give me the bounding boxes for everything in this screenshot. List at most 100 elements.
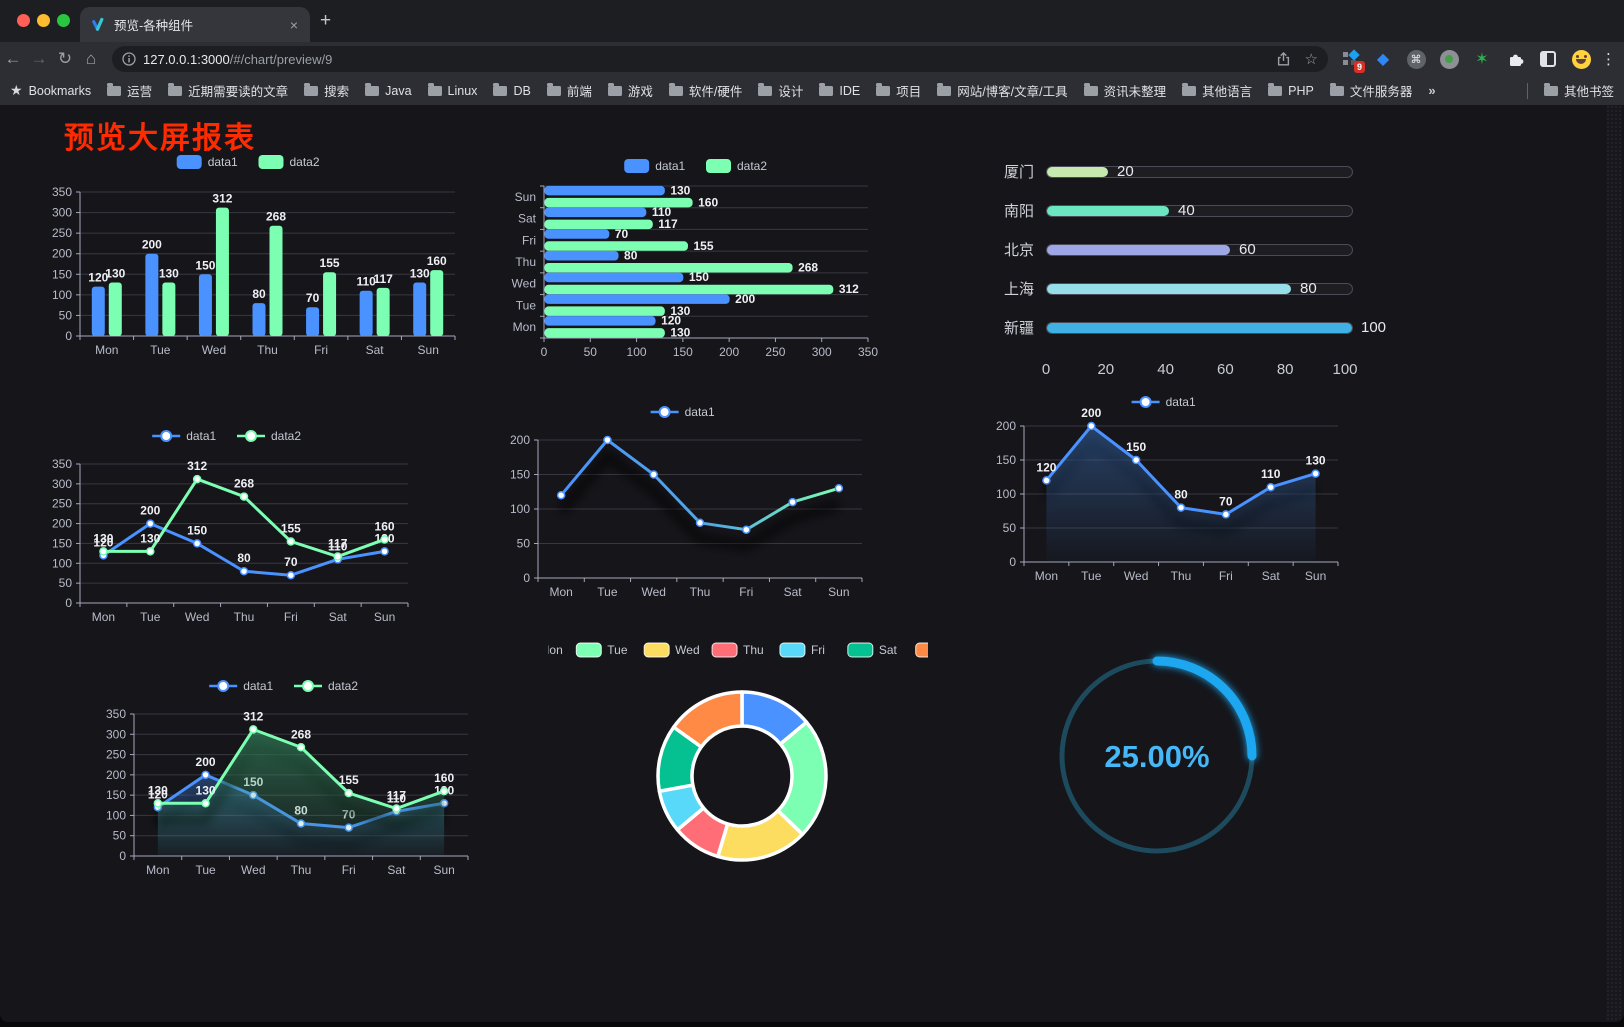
traffic-light-zoom[interactable]	[57, 14, 70, 27]
bookmark-folder[interactable]: 项目	[876, 81, 921, 100]
bookmark-star-icon[interactable]: ☆	[1304, 51, 1318, 68]
legend-item-data1[interactable]: data1	[176, 155, 238, 169]
share-icon[interactable]	[1276, 51, 1291, 67]
svg-text:200: 200	[106, 768, 126, 782]
svg-text:160: 160	[434, 771, 454, 785]
svg-text:200: 200	[52, 517, 72, 531]
legend-item-Sat[interactable]: Sat	[847, 642, 898, 658]
bookmarks-overflow-chevron[interactable]: »	[1428, 83, 1436, 98]
legend-item-data1[interactable]: data1	[650, 405, 715, 419]
other-bookmarks[interactable]: 其他书签	[1543, 81, 1614, 100]
svg-text:200: 200	[510, 433, 530, 447]
svg-text:data1: data1	[186, 429, 216, 443]
new-tab-button[interactable]: +	[320, 10, 332, 31]
chart-canvas[interactable]: 25.00%	[1038, 634, 1276, 878]
back-icon[interactable]: ←	[4, 49, 22, 68]
chart-canvas[interactable]: 0 50 100 150 200 250 300 350 Mon Tue Wed Thu Fri Sat S…	[38, 146, 463, 366]
legend-item-Sun[interactable]: Sun	[915, 642, 968, 658]
svg-text:50: 50	[517, 537, 531, 551]
browser-tab-strip: 预览-各种组件 × +	[0, 0, 1624, 42]
progress-value: 60	[1239, 240, 1256, 258]
svg-text:160: 160	[375, 519, 395, 533]
folder-icon	[546, 83, 561, 96]
bookmark-bookmarks[interactable]: ★ Bookmarks	[10, 82, 92, 98]
extension-grid-diamond-icon[interactable]: 9	[1340, 49, 1365, 73]
legend-item-Wed[interactable]: Wed	[643, 642, 700, 658]
bookmark-folder[interactable]: DB	[493, 81, 531, 100]
bookmark-folder[interactable]: 网站/博客/文章/工具	[937, 81, 1068, 100]
traffic-light-minimize[interactable]	[37, 14, 50, 27]
progress-label: 新疆	[1003, 320, 1034, 337]
split-screen-icon[interactable]	[1538, 49, 1558, 69]
svg-text:268: 268	[291, 727, 311, 741]
address-bar[interactable]: 127.0.0.1:3000/#/chart/preview/9 ☆	[112, 46, 1328, 72]
svg-text:Wed: Wed	[512, 277, 536, 291]
extension-command-icon[interactable]: ⌘	[1406, 49, 1426, 69]
svg-text:Wed: Wed	[1124, 569, 1148, 583]
chart-canvas[interactable]: 0 50 100 150 200 250 300 350 Mon Tue Wed Thu Fri Sat S…	[92, 670, 480, 888]
bookmark-folder[interactable]: 资讯未整理	[1083, 81, 1166, 100]
bookmark-folder[interactable]: PHP	[1268, 81, 1314, 100]
bookmark-folder[interactable]: 文件服务器	[1329, 81, 1412, 100]
bookmark-folder[interactable]: 前端	[546, 81, 592, 100]
bookmark-folder[interactable]: IDE	[819, 81, 860, 100]
bookmark-folder[interactable]: Java	[365, 81, 412, 100]
chart-canvas[interactable]: 0 50 100 150 200 250 300 350 Mon Tue Wed Thu Fri Sat S…	[38, 420, 420, 635]
extensions-puzzle-icon[interactable]	[1505, 49, 1525, 69]
bookmark-folder[interactable]: 搜索	[304, 81, 349, 100]
gradient-line-chart: 0 50 100 150 200 Mon Tue Wed Thu Fri Sat Sun data1	[496, 396, 874, 610]
chart-canvas[interactable]: 0 50 100 150 200 Mon Tue Wed Thu Fri Sat Sun data1	[496, 396, 874, 610]
extension-green-star-icon[interactable]: ✶	[1475, 51, 1489, 68]
svg-text:Tue: Tue	[150, 343, 171, 357]
legend-item-data2[interactable]: data2	[706, 159, 767, 173]
home-icon[interactable]: ⌂	[85, 49, 97, 68]
svg-text:Tue: Tue	[195, 863, 216, 877]
progress-row-厦门: 厦门 20	[988, 152, 1353, 191]
bookmark-folder[interactable]: 近期需要读的文章	[168, 81, 288, 100]
svg-text:250: 250	[52, 497, 72, 511]
forward-icon[interactable]: →	[30, 49, 48, 68]
legend-item-data2[interactable]: data2	[258, 155, 320, 169]
progress-track: 20	[1046, 163, 1353, 180]
bookmark-folder[interactable]: 游戏	[607, 81, 653, 100]
bookmark-folder[interactable]: 其他语言	[1182, 81, 1252, 100]
chart-canvas[interactable]: 0 50 100 150 200 Mon Tue Wed Thu Fri Sat Sun 120 200 1…	[982, 386, 1350, 594]
bookmark-folder[interactable]: 运营	[107, 81, 152, 100]
svg-text:150: 150	[52, 536, 72, 550]
extension-record-icon[interactable]	[1439, 49, 1459, 69]
bookmark-folder[interactable]: 软件/硬件	[668, 81, 742, 100]
tab-close-icon[interactable]: ×	[289, 16, 298, 33]
svg-text:Fri: Fri	[284, 610, 298, 624]
chart-canvas[interactable]: Mon Tue Wed Thu Fri Sat Sun	[507, 636, 968, 866]
extension-gem-icon[interactable]: ◆	[1376, 51, 1390, 68]
svg-text:100: 100	[52, 556, 72, 570]
legend-item-Thu[interactable]: Thu	[711, 642, 764, 658]
svg-text:350: 350	[106, 707, 126, 721]
svg-text:130: 130	[148, 783, 168, 797]
bookmark-folder[interactable]: Linux	[427, 81, 477, 100]
legend-item-data2[interactable]: data2	[237, 429, 301, 443]
legend-item-Fri[interactable]: Fri	[779, 642, 825, 658]
legend-item-data1[interactable]: data1	[1131, 395, 1196, 409]
legend-item-data1[interactable]: data1	[209, 679, 274, 693]
svg-text:Wed: Wed	[202, 343, 226, 357]
bookmark-folder[interactable]: 设计	[758, 81, 803, 100]
legend-item-data1[interactable]: data1	[624, 159, 686, 173]
svg-text:data2: data2	[271, 429, 301, 443]
svg-text:155: 155	[339, 773, 359, 787]
legend-item-data2[interactable]: data2	[294, 679, 358, 693]
legend-item-Mon[interactable]: Mon	[507, 642, 563, 658]
site-info-icon[interactable]	[122, 52, 136, 66]
legend-item-Tue[interactable]: Tue	[575, 642, 628, 658]
reload-icon[interactable]: ↻	[57, 49, 73, 68]
legend-item-data1[interactable]: data1	[152, 429, 217, 443]
svg-text:200: 200	[719, 345, 739, 359]
profile-avatar-emoji[interactable]	[1571, 49, 1591, 69]
donut-slice-Sun[interactable]	[671, 690, 744, 749]
browser-tab[interactable]: 预览-各种组件 ×	[80, 7, 310, 42]
browser-menu-icon[interactable]: ⋮	[1601, 51, 1616, 68]
folder-icon	[493, 83, 508, 96]
traffic-light-close[interactable]	[17, 14, 30, 27]
svg-text:50: 50	[59, 576, 73, 590]
